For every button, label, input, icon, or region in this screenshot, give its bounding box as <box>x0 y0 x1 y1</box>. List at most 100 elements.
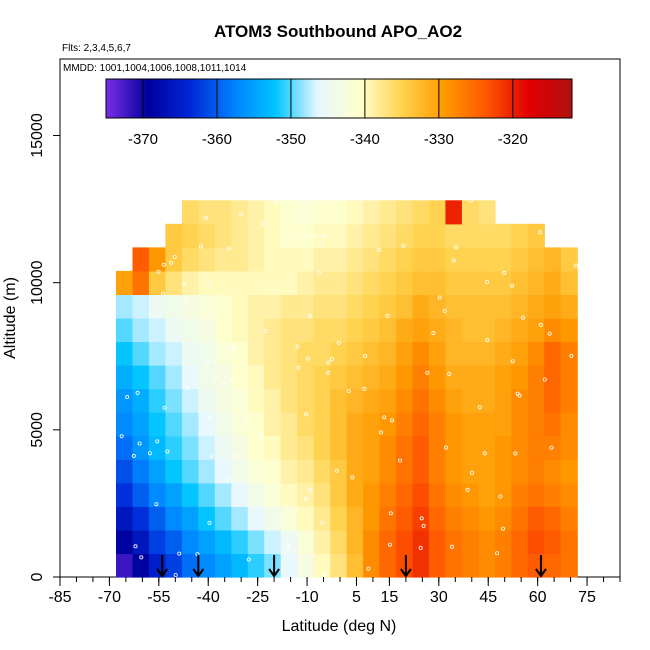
heatmap-cell <box>148 529 166 554</box>
heatmap-cell <box>494 365 512 390</box>
heatmap-cell <box>379 341 397 366</box>
sample-point <box>135 390 140 395</box>
colorbar-fill <box>106 79 572 118</box>
sample-point <box>139 555 144 560</box>
heatmap-cell <box>445 435 463 460</box>
sample-point <box>321 234 326 239</box>
heatmap-cell <box>478 435 496 460</box>
heatmap-cell <box>214 388 232 413</box>
heatmap-cell <box>478 365 496 390</box>
sample-point <box>547 331 552 336</box>
heatmap-cell <box>280 388 298 413</box>
heatmap-cell <box>544 412 562 437</box>
heatmap-cell <box>527 341 545 366</box>
y-tick-label: 0 <box>29 572 46 581</box>
sample-point <box>131 453 136 458</box>
heatmap-cell <box>247 247 265 272</box>
sample-point <box>177 551 182 556</box>
heatmap-cell <box>330 200 348 225</box>
heatmap-cell <box>165 506 183 531</box>
x-tick-label: 30 <box>430 589 448 606</box>
heatmap-cell <box>231 341 249 366</box>
sample-point <box>133 544 138 549</box>
heatmap-cell <box>247 435 265 460</box>
sample-point <box>222 381 227 386</box>
sample-point <box>302 234 307 239</box>
heatmap-cell <box>116 412 134 437</box>
heatmap-cell <box>363 506 381 531</box>
heatmap-cell <box>412 200 430 225</box>
heatmap-cell <box>297 529 315 554</box>
heatmap-cell <box>461 506 479 531</box>
heatmap-cell <box>198 318 216 343</box>
heatmap-cell <box>231 482 249 507</box>
sample-point <box>510 283 515 288</box>
heatmap-cell <box>560 270 578 295</box>
sample-point <box>161 262 166 267</box>
heatmap-cell <box>116 553 134 578</box>
heatmap-cell <box>198 388 216 413</box>
heatmap-cell <box>511 388 529 413</box>
sample-point <box>244 417 249 422</box>
heatmap-cell <box>363 435 381 460</box>
heatmap-cell <box>544 365 562 390</box>
heatmap-cell <box>247 412 265 437</box>
heatmap-cell <box>428 365 446 390</box>
heatmap-cell <box>527 506 545 531</box>
heatmap-cell <box>445 318 463 343</box>
heatmap-cell <box>148 412 166 437</box>
heatmap-cell <box>198 294 216 319</box>
heatmap-cell <box>231 223 249 248</box>
heatmap-cell <box>231 388 249 413</box>
heatmap-cell <box>379 482 397 507</box>
heatmap-cell <box>264 200 282 225</box>
heatmap-cell <box>412 529 430 554</box>
heatmap-cell <box>165 553 183 578</box>
heatmap-cell <box>280 200 298 225</box>
heatmap-cell <box>330 223 348 248</box>
heatmap-cell <box>461 435 479 460</box>
heatmap-cell <box>165 412 183 437</box>
sample-point <box>482 451 487 456</box>
heatmap-cell <box>511 341 529 366</box>
heatmap-cell <box>428 341 446 366</box>
heatmap-cell <box>461 294 479 319</box>
heatmap-cell <box>396 388 414 413</box>
heatmap-cell <box>214 200 232 225</box>
heatmap-cell <box>280 318 298 343</box>
heatmap-cell <box>330 341 348 366</box>
x-tick-label: 75 <box>578 589 596 606</box>
sample-point <box>259 434 264 439</box>
heatmap-cell <box>461 388 479 413</box>
heatmap-cell <box>478 341 496 366</box>
heatmap-cell <box>494 529 512 554</box>
sample-point <box>287 545 292 550</box>
heatmap-cell <box>198 412 216 437</box>
colorbar-tick-label: -360 <box>202 131 232 148</box>
sample-point <box>362 386 367 391</box>
sample-point <box>454 245 459 250</box>
heatmap-cell <box>428 553 446 578</box>
sample-point <box>239 212 244 217</box>
x-axis-label: Latitude (deg N) <box>282 618 397 635</box>
heatmap-cell <box>379 365 397 390</box>
heatmap-cell <box>412 506 430 531</box>
sample-point <box>230 378 235 383</box>
sample-point <box>162 405 167 410</box>
heatmap-cell <box>478 247 496 272</box>
heatmap-cell <box>412 294 430 319</box>
heatmap-cell <box>346 365 364 390</box>
heatmap-cell <box>165 270 183 295</box>
sample-point <box>181 281 186 286</box>
heatmap-cell <box>297 435 315 460</box>
heatmap-cell <box>363 553 381 578</box>
heatmap-cell <box>494 294 512 319</box>
heatmap-cell <box>231 435 249 460</box>
heatmap-cells <box>116 200 578 578</box>
heatmap-cell <box>264 459 282 484</box>
heatmap-cell <box>494 459 512 484</box>
sample-point <box>350 475 355 480</box>
sample-point <box>485 338 490 343</box>
x-tick-label: 15 <box>381 589 399 606</box>
heatmap-cell <box>132 435 150 460</box>
